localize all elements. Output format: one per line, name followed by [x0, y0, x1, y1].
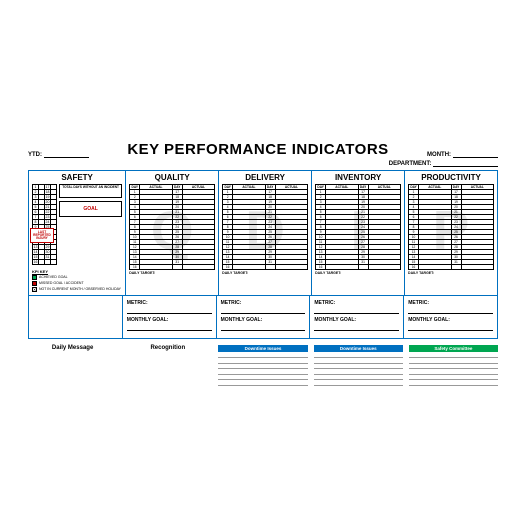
header-row: YTD: KEY PERFORMANCE INDICATORS MONTH: — [28, 141, 498, 158]
inventory-table: DAYACTUALDAYACTUAL1172183194205216227238… — [315, 184, 401, 270]
delivery-table: DAYACTUALDAYACTUAL1172183194205216227238… — [222, 184, 308, 270]
main-grid: SAFETY LAST REPORTED INJURY 117218319420… — [28, 170, 498, 296]
metric-cell-productivity: METRIC: MONTHLY GOAL: — [404, 296, 497, 338]
panel-delivery: D DELIVERY DAYACTUALDAYACTUAL11721831942… — [219, 171, 312, 295]
goal-blank[interactable] — [408, 325, 493, 331]
goal-blank[interactable] — [314, 325, 399, 331]
metric-row: METRIC: MONTHLY GOAL: METRIC: MONTHLY GO… — [28, 296, 498, 339]
safety-calendar: 1172183194205216227238249251026112712281… — [32, 184, 57, 265]
metric-cell-safety — [29, 296, 123, 338]
swatch-red — [32, 281, 37, 286]
panel-inventory: I INVENTORY DAYACTUALDAYACTUAL1172183194… — [312, 171, 405, 295]
month-blank[interactable] — [453, 151, 498, 158]
daily-message-title: Daily Message — [28, 345, 117, 351]
goal-blank[interactable] — [221, 325, 306, 331]
key-achieved: ACHIEVED GOAL — [32, 275, 122, 280]
quality-daily-target: DAILY TARGET: — [129, 271, 215, 275]
swatch-green — [32, 275, 37, 280]
productivity-title: PRODUCTIVITY — [408, 173, 494, 182]
metric-cell-inventory: METRIC: MONTHLY GOAL: — [310, 296, 404, 338]
kpi-board: YTD: KEY PERFORMANCE INDICATORS MONTH: D… — [18, 133, 508, 394]
col-recognition: Recognition — [123, 345, 212, 386]
downtime2-lines[interactable] — [314, 353, 403, 386]
kpi-key-title: KPI KEY — [32, 269, 122, 274]
dept-blank[interactable] — [433, 160, 498, 167]
recognition-title: Recognition — [123, 345, 212, 351]
injury-badge: LAST REPORTED INJURY — [30, 228, 54, 244]
panel-quality: Q QUALITY DAYACTUALDAYACTUAL117218319420… — [126, 171, 219, 295]
ytd-label: YTD: — [28, 152, 42, 158]
metric-blank[interactable] — [221, 308, 306, 314]
ytd-field: YTD: — [28, 151, 89, 158]
delivery-title: DELIVERY — [222, 173, 308, 182]
metric-cell-delivery: METRIC: MONTHLY GOAL: — [217, 296, 311, 338]
safety-goal-box: GOAL — [59, 201, 122, 217]
metric-blank[interactable] — [127, 308, 212, 314]
dept-label: DEPARTMENT: — [389, 161, 432, 167]
metric-blank[interactable] — [408, 308, 493, 314]
kpi-key: KPI KEY ACHIEVED GOAL MISSED GOAL / ACCI… — [32, 269, 122, 292]
key-notcurrent: ✕ NOT IN CURRENT MONTH / OBSERVED HOLIDA… — [32, 287, 122, 292]
month-field: MONTH: — [427, 151, 498, 158]
quality-title: QUALITY — [129, 173, 215, 182]
swatch-x: ✕ — [32, 287, 37, 292]
safety-committee-header: Safety Committee — [409, 345, 498, 352]
col-safety-committee: Safety Committee — [409, 345, 498, 386]
panel-productivity: P PRODUCTIVITY DAYACTUALDAYACTUAL1172183… — [405, 171, 497, 295]
bottom-row: Daily Message Recognition Downtime Issue… — [28, 345, 498, 386]
key-missed: MISSED GOAL / ACCIDENT — [32, 281, 122, 286]
productivity-daily-target: DAILY TARGET: — [408, 271, 494, 275]
downtime1-lines[interactable] — [218, 353, 307, 386]
downtime2-header: Downtime Issues — [314, 345, 403, 352]
board-title: KEY PERFORMANCE INDICATORS — [127, 141, 388, 158]
metric-blank[interactable] — [314, 308, 399, 314]
dept-field: DEPARTMENT: — [28, 160, 498, 167]
metric-cell-quality: METRIC: MONTHLY GOAL: — [123, 296, 217, 338]
inventory-daily-target: DAILY TARGET: — [315, 271, 401, 275]
safety-committee-lines[interactable] — [409, 353, 498, 386]
col-daily-message: Daily Message — [28, 345, 117, 386]
inventory-title: INVENTORY — [315, 173, 401, 182]
downtime1-header: Downtime Issues — [218, 345, 307, 352]
delivery-daily-target: DAILY TARGET: — [222, 271, 308, 275]
safety-title: SAFETY — [32, 173, 122, 182]
total-days-box: TOTAL DAYS WITHOUT AN INCIDENT — [59, 184, 122, 198]
month-label: MONTH: — [427, 152, 451, 158]
col-downtime-1: Downtime Issues — [218, 345, 307, 386]
productivity-table: DAYACTUALDAYACTUAL1172183194205216227238… — [408, 184, 494, 270]
goal-blank[interactable] — [127, 325, 212, 331]
panel-safety: SAFETY LAST REPORTED INJURY 117218319420… — [29, 171, 126, 295]
quality-table: DAYACTUALDAYACTUAL1172183194205216227238… — [129, 184, 215, 270]
col-downtime-2: Downtime Issues — [314, 345, 403, 386]
ytd-blank[interactable] — [44, 151, 89, 158]
